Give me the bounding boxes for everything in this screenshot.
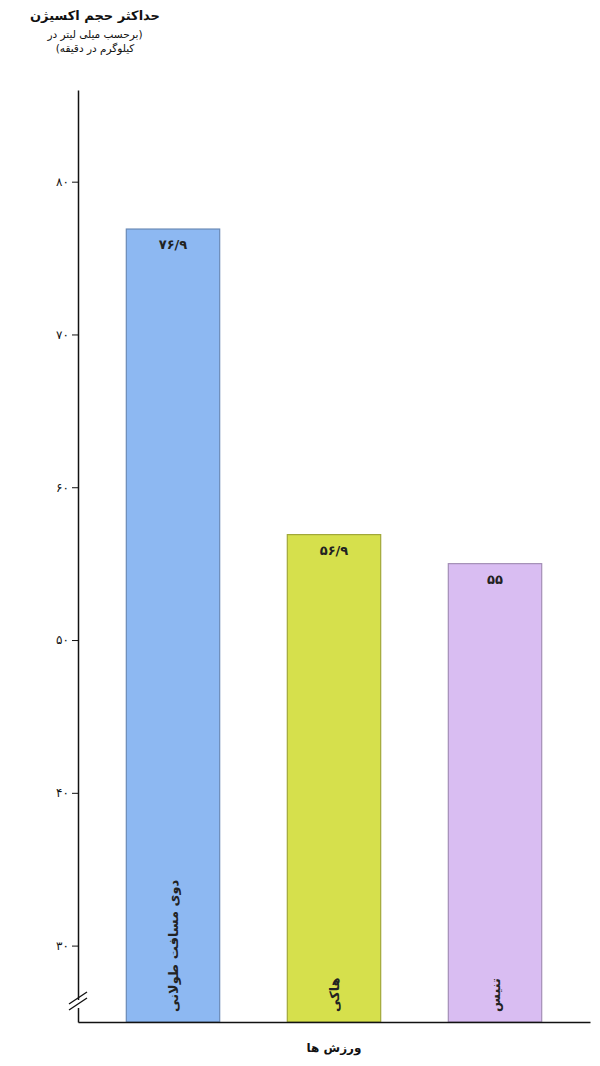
bar [448,564,541,1022]
data-label: ۵۵ [487,572,503,587]
y-tick-mark [72,793,78,794]
x-tick: دوی مسافت طولانی [166,879,181,1012]
y-tick: ۴۰ [56,786,78,800]
x-axis: دوی مسافت طولانی هاکی تنیس [79,879,591,1022]
y-tick: ۳۰ [56,939,78,953]
chart: ۳۰ ۴۰ ۵۰ ۶۰ ۷۰ ۸۰ دوی مسافت طولانی هاکی تنیس ۷۶/۹… [0,0,600,1066]
axis-break-line [69,998,87,1010]
y-axis-title-line: کیلوگرم در دقیقه) [56,42,135,55]
y-tick: ۶۰ [56,481,78,495]
axis-break-line [69,992,87,1004]
y-tick-label: ۸۰ [56,175,69,189]
category-label: تنیس [488,978,503,1012]
y-axis-title-line: (برحسب میلی لیتر در [46,28,142,41]
y-tick-mark [72,487,78,488]
x-axis-line [79,1022,591,1024]
x-axis-title: ورزش ها [307,1041,362,1056]
x-tick: هاکی [327,977,342,1012]
y-tick: ۷۰ [56,328,78,342]
y-axis-title-line: حداکثر حجم اکسیژن [30,8,160,23]
bar [126,229,219,1022]
y-tick: ۸۰ [56,175,78,189]
bar [287,535,380,1022]
category-label: هاکی [327,977,342,1012]
y-tick: ۵۰ [56,633,78,647]
y-axis: ۳۰ ۴۰ ۵۰ ۶۰ ۷۰ ۸۰ [56,91,78,1023]
y-tick-mark [72,946,78,947]
bars [126,229,541,1022]
y-tick-mark [72,334,78,335]
data-labels: ۷۶/۹ ۵۶/۹ ۵۵ [159,237,503,587]
y-tick-label: ۶۰ [56,481,69,495]
y-tick-label: ۴۰ [56,786,69,800]
y-tick-label: ۵۰ [56,633,69,647]
x-tick: تنیس [488,978,503,1012]
data-label: ۷۶/۹ [159,237,188,252]
y-axis-line [78,91,80,1023]
axis-break [69,992,87,1010]
y-tick-mark [72,182,78,183]
category-label: دوی مسافت طولانی [166,879,181,1012]
y-tick-mark [72,640,78,641]
y-axis-title: حداکثر حجم اکسیژن (برحسب میلی لیتر درکیلو… [30,8,160,55]
y-tick-label: ۷۰ [56,328,69,342]
y-tick-label: ۳۰ [56,939,69,953]
data-label: ۵۶/۹ [320,543,349,558]
